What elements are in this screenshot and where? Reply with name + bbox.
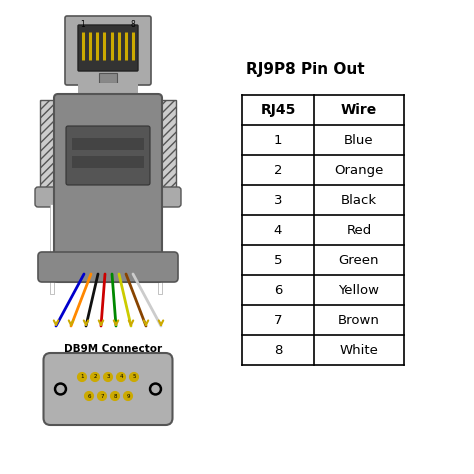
Text: 3: 3 [274, 193, 282, 207]
FancyBboxPatch shape [78, 25, 138, 71]
Text: 2: 2 [93, 374, 97, 380]
Text: Yellow: Yellow [338, 283, 380, 297]
FancyBboxPatch shape [65, 16, 151, 85]
FancyBboxPatch shape [54, 94, 162, 282]
Text: 7: 7 [100, 393, 104, 399]
Circle shape [149, 383, 162, 395]
Bar [99, 73, 117, 83]
Text: 4: 4 [274, 224, 282, 237]
Text: 6: 6 [87, 393, 91, 399]
Text: 8: 8 [113, 393, 117, 399]
Text: Blue: Blue [344, 134, 374, 146]
FancyBboxPatch shape [155, 187, 181, 207]
FancyBboxPatch shape [38, 252, 178, 282]
Text: Black: Black [341, 193, 377, 207]
Circle shape [103, 373, 112, 382]
Text: 8: 8 [274, 344, 282, 356]
Text: 9: 9 [126, 393, 130, 399]
Text: RJ9P8 Pin Out: RJ9P8 Pin Out [246, 62, 365, 77]
Text: 5: 5 [132, 374, 136, 380]
Circle shape [57, 385, 64, 392]
Circle shape [110, 392, 119, 401]
Text: 4: 4 [119, 374, 123, 380]
Text: DB9M Connector: DB9M Connector [64, 344, 162, 354]
FancyBboxPatch shape [44, 353, 173, 425]
Text: 2: 2 [274, 164, 282, 176]
Circle shape [152, 385, 159, 392]
Text: Red: Red [346, 224, 372, 237]
Bar [40, 100, 56, 190]
FancyBboxPatch shape [66, 126, 150, 185]
Bar [50, 204, 54, 294]
Text: Orange: Orange [334, 164, 383, 176]
Bar [72, 156, 144, 168]
Circle shape [55, 383, 66, 395]
Circle shape [84, 392, 93, 401]
Bar [160, 100, 176, 190]
FancyBboxPatch shape [35, 187, 61, 207]
Circle shape [117, 373, 126, 382]
Circle shape [78, 373, 86, 382]
Bar [78, 83, 138, 95]
Text: 6: 6 [274, 283, 282, 297]
Circle shape [98, 392, 107, 401]
Text: Brown: Brown [338, 313, 380, 327]
Circle shape [129, 373, 138, 382]
Text: Wire: Wire [341, 103, 377, 117]
Text: White: White [339, 344, 378, 356]
Text: 3: 3 [106, 374, 110, 380]
Text: 5: 5 [274, 254, 282, 266]
Circle shape [124, 392, 133, 401]
Bar [72, 138, 144, 150]
Text: 7: 7 [274, 313, 282, 327]
Text: 1: 1 [80, 374, 84, 380]
Text: Green: Green [339, 254, 379, 266]
Text: 1: 1 [81, 20, 85, 29]
Text: 8: 8 [131, 20, 136, 29]
Bar [158, 204, 162, 294]
Text: 1: 1 [274, 134, 282, 146]
Circle shape [91, 373, 100, 382]
Text: RJ45: RJ45 [260, 103, 296, 117]
